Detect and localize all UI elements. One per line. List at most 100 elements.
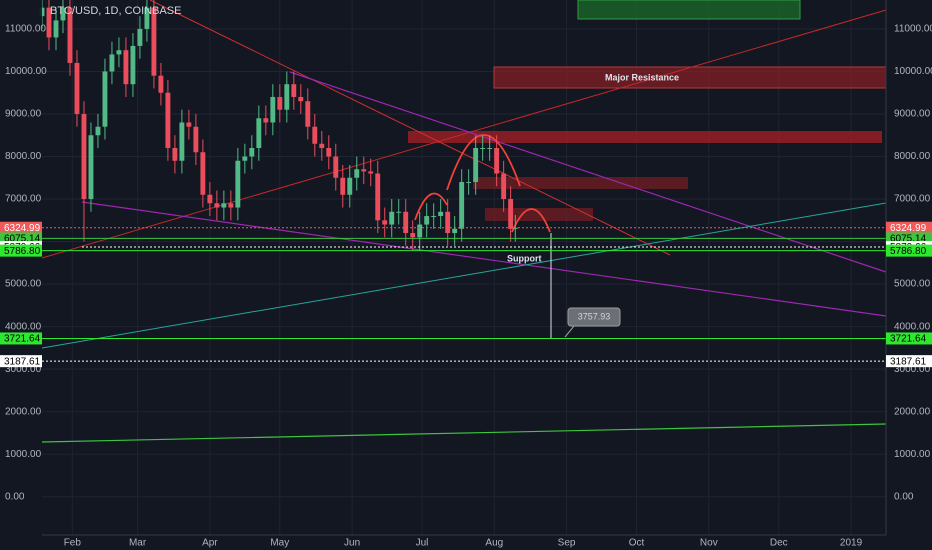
trend-line	[81, 201, 887, 317]
candle-body	[235, 160, 241, 208]
candle-body	[291, 84, 297, 97]
y-tick-label: 1000.00	[894, 449, 931, 460]
y-tick-label: 11000.00	[5, 24, 46, 35]
candle-body	[466, 182, 472, 184]
candle-body	[130, 45, 136, 85]
candle-body	[445, 211, 451, 234]
x-tick-label: Aug	[485, 538, 503, 549]
y-tick-label: 7000.00	[894, 194, 931, 205]
level-label: 3187.61	[4, 356, 41, 367]
candle-body	[452, 228, 458, 234]
level-badge	[0, 332, 42, 345]
y-tick-label: 11000.00	[894, 24, 932, 35]
candle-body	[81, 113, 87, 200]
level-badge	[0, 355, 42, 368]
y-tick-label: 4000.00	[5, 321, 42, 332]
level-label: 5786.80	[4, 246, 41, 257]
level-label: 3721.64	[4, 334, 41, 345]
x-tick-label: Apr	[202, 538, 218, 549]
candle-body	[172, 147, 178, 161]
trend-line	[41, 423, 887, 443]
x-tick-label: Dec	[770, 538, 788, 549]
candle-body	[263, 118, 269, 123]
y-tick-label: 2000.00	[894, 406, 931, 417]
candle-body	[102, 71, 108, 127]
resistance-box	[485, 208, 593, 221]
candle-body	[431, 216, 437, 218]
candle-body	[389, 211, 395, 225]
candle-body	[312, 126, 318, 144]
x-tick-label: Jun	[344, 538, 360, 549]
candle-body	[109, 54, 115, 72]
x-tick-label: Oct	[629, 538, 645, 549]
candle-body	[53, 20, 59, 38]
candle-body	[277, 96, 283, 110]
candle-body	[508, 199, 514, 229]
x-tick-label: 2019	[840, 538, 863, 549]
candle-body	[354, 169, 360, 178]
candle-body	[256, 118, 262, 148]
resistance-box	[473, 177, 688, 189]
x-tick-label: Mar	[129, 538, 147, 549]
y-tick-label: 4000.00	[894, 321, 931, 332]
level-label: 3721.64	[890, 334, 927, 345]
candle-body	[417, 224, 423, 238]
candle-body	[284, 84, 290, 110]
candle-body	[151, 7, 157, 76]
candle-body	[480, 147, 486, 149]
candle-body	[116, 50, 122, 55]
y-tick-label: 1000.00	[5, 449, 42, 460]
candle-body	[249, 147, 255, 157]
candle-body	[67, 7, 73, 63]
candle-body	[340, 177, 346, 195]
candle-body	[228, 203, 234, 208]
candle-body	[144, 7, 150, 29]
level-badge	[0, 244, 42, 257]
level-badge	[0, 221, 42, 234]
candle-body	[270, 96, 276, 123]
candle-body	[46, 7, 52, 38]
trend-line	[41, 202, 887, 349]
candle-body	[95, 126, 101, 136]
y-tick-label: 8000.00	[894, 151, 931, 162]
candle-body	[193, 126, 199, 153]
drawings	[41, 0, 887, 443]
callout-label: 3757.93	[578, 311, 611, 321]
y-tick-label: 8000.00	[5, 151, 42, 162]
right-axis	[886, 0, 932, 535]
candle-body	[375, 173, 381, 221]
candle-body	[200, 152, 206, 195]
y-tick-label: 9000.00	[894, 109, 931, 120]
left-axis	[0, 0, 42, 535]
candle-body	[459, 182, 465, 229]
candle-body	[501, 173, 507, 200]
x-tick-label: May	[270, 538, 289, 549]
resistance-box	[408, 131, 882, 143]
y-tick-label: 5000.00	[5, 279, 42, 290]
x-tick-label: Feb	[64, 538, 82, 549]
candle-body	[347, 177, 353, 195]
candle-body	[214, 203, 220, 208]
callout-box	[567, 307, 621, 327]
x-tick-label: Nov	[700, 538, 718, 549]
candle-body	[473, 147, 479, 183]
candle-body	[361, 169, 367, 172]
candle-body	[424, 216, 430, 225]
level-badge	[886, 332, 932, 345]
y-tick-label: 5000.00	[894, 279, 931, 290]
y-tick-label: 0.00	[5, 491, 25, 502]
chart-title: BTC/USD, 1D, COINBASE	[50, 5, 181, 17]
zone-box	[577, 0, 801, 20]
x-tick-label: Jul	[416, 538, 429, 549]
candle-body	[60, 7, 66, 21]
y-tick-label: 3000.00	[5, 364, 42, 375]
candles	[39, 0, 518, 251]
candle-body	[319, 143, 325, 148]
candle-body	[221, 203, 227, 208]
candle-body	[396, 211, 402, 213]
candle-body	[123, 50, 129, 85]
candle-body	[207, 194, 213, 204]
y-tick-label: 10000.00	[894, 66, 932, 77]
candle-body	[410, 233, 416, 238]
level-label: 6324.99	[890, 223, 927, 234]
